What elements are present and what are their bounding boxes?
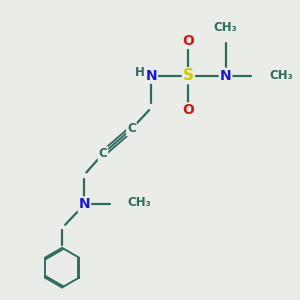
Text: O: O bbox=[182, 103, 194, 117]
Text: O: O bbox=[182, 34, 194, 48]
Text: H: H bbox=[135, 66, 145, 79]
Text: C: C bbox=[127, 122, 136, 135]
Text: CH₃: CH₃ bbox=[128, 196, 152, 208]
Text: CH₃: CH₃ bbox=[214, 21, 237, 34]
Text: N: N bbox=[146, 69, 157, 83]
Text: CH₃: CH₃ bbox=[269, 69, 292, 82]
Text: C: C bbox=[99, 147, 107, 160]
Text: S: S bbox=[183, 68, 194, 83]
Text: N: N bbox=[79, 197, 90, 212]
Text: N: N bbox=[220, 69, 231, 83]
